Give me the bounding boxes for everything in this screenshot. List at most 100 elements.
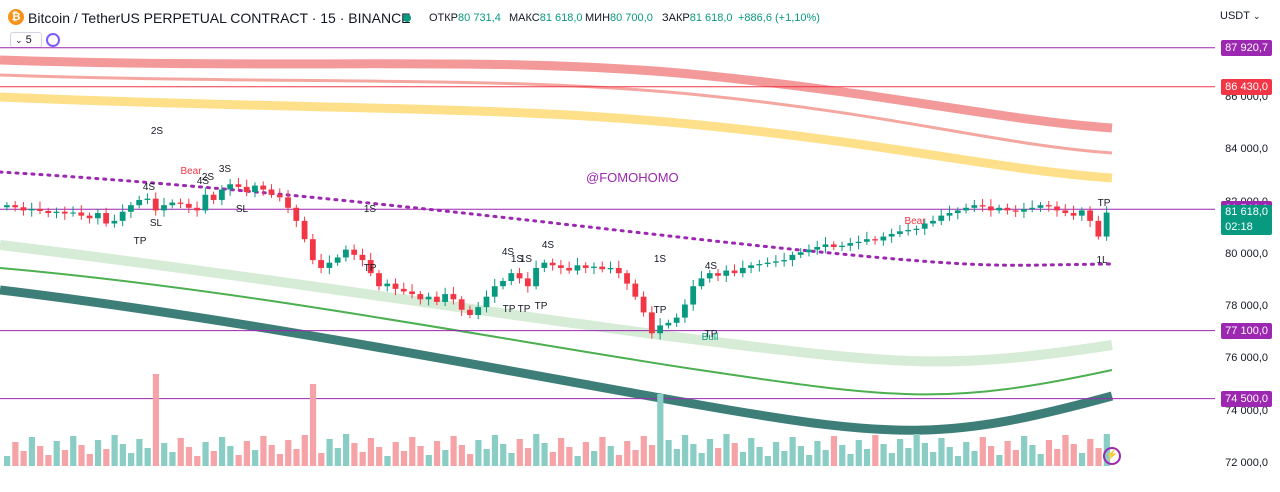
signal-label-4s: 4S xyxy=(705,261,718,272)
candle-body xyxy=(665,322,672,326)
volume-bar xyxy=(822,450,829,466)
candle-body xyxy=(252,185,258,193)
ohlc-open: ОТКР80 731,4 xyxy=(429,12,501,24)
candle-body xyxy=(210,194,217,200)
ma-band-lightgreen xyxy=(0,240,1113,367)
candle-body xyxy=(425,296,432,300)
candle-body xyxy=(301,220,308,240)
volume-bar xyxy=(971,451,978,466)
candle-body xyxy=(615,267,622,274)
symbol-title[interactable]: Bitcoin / TetherUS PERPETUAL CONTRACT · … xyxy=(28,10,411,26)
volume-bar xyxy=(789,437,796,466)
signal-label-2s: 2S xyxy=(151,126,164,137)
volume-bar xyxy=(839,445,846,466)
ohlc-close: ЗАКР81 618,0 xyxy=(662,12,733,24)
lightning-icon[interactable]: ⚡ xyxy=(1103,447,1121,465)
candle-body xyxy=(1054,206,1060,211)
volume-bar xyxy=(905,448,912,466)
currency-selector[interactable]: USDT ⌄ xyxy=(1220,10,1261,22)
candle-body xyxy=(483,296,490,308)
signal-label-bear: Bear xyxy=(180,166,202,177)
candle-body xyxy=(789,254,796,261)
volume-bar xyxy=(359,452,366,466)
volume-bar xyxy=(318,453,325,466)
refresh-icon[interactable] xyxy=(46,33,60,47)
signal-label-4s: 4S xyxy=(542,240,555,251)
volume-bar xyxy=(111,435,118,466)
volume-bar xyxy=(558,438,565,466)
volume-bar xyxy=(384,456,391,466)
candle-body xyxy=(1062,210,1069,214)
ohlc-change: +886,6 (+1,10%) xyxy=(738,12,820,24)
y-tick-label: 78 000,0 xyxy=(1225,300,1268,313)
candle-body xyxy=(1095,220,1102,237)
candle-body xyxy=(433,296,440,302)
level-price-label: 77 100,0 xyxy=(1221,322,1272,339)
candle-body xyxy=(343,249,349,258)
candle-body xyxy=(1103,212,1110,237)
candle-body xyxy=(979,205,986,207)
volume-bar xyxy=(119,444,126,466)
chevron-down-icon: ⌄ xyxy=(1252,11,1261,21)
candle-body xyxy=(863,239,870,242)
candle-body xyxy=(351,249,358,255)
volume-bar xyxy=(70,436,77,466)
candle-body xyxy=(376,273,382,287)
ma-band-yellow xyxy=(0,92,1113,183)
volume-bar xyxy=(235,455,242,466)
candle-body xyxy=(309,239,316,261)
volume-bar xyxy=(400,451,408,466)
candle-body xyxy=(880,236,887,241)
candle-body xyxy=(715,273,721,276)
signal-label-tp: TP xyxy=(503,304,516,315)
volume-bar xyxy=(260,436,267,466)
last-price-label: 81 618,0 02:18 xyxy=(1221,204,1272,235)
volume-bar xyxy=(475,440,482,466)
candle-body xyxy=(632,283,639,297)
candle-body xyxy=(144,198,151,200)
candle-body xyxy=(930,220,936,224)
volume-bar xyxy=(103,449,110,466)
volume-bar xyxy=(1070,444,1077,466)
candle-body xyxy=(86,215,93,219)
candle-body xyxy=(152,198,159,211)
candle-body xyxy=(53,211,60,214)
y-tick-label: 80 000,0 xyxy=(1225,247,1268,260)
volume-bar xyxy=(533,434,540,466)
candle-body xyxy=(1037,205,1044,208)
candle-body xyxy=(268,189,275,195)
volume-bar xyxy=(276,454,284,466)
candle-body xyxy=(37,208,43,211)
volume-bar xyxy=(1054,449,1061,466)
ma-line-green xyxy=(0,267,1113,396)
volume-bar xyxy=(177,438,184,466)
candle-body xyxy=(227,184,234,190)
volume-bar xyxy=(541,443,548,466)
candle-body xyxy=(235,184,242,187)
signal-label-tp: TP xyxy=(134,236,147,247)
candle-body xyxy=(128,205,134,212)
candle-body xyxy=(739,267,746,274)
volume-bar xyxy=(954,456,962,466)
candle-body xyxy=(591,266,597,268)
volume-bar xyxy=(152,374,160,466)
candle-body xyxy=(1029,207,1036,210)
volume-bar xyxy=(599,437,606,466)
volume-bar xyxy=(806,455,813,466)
volume-bar xyxy=(20,451,27,466)
candle-body xyxy=(367,260,374,274)
volume-bar xyxy=(963,442,970,466)
candle-body xyxy=(814,247,821,250)
chart-header: ₿ Bitcoin / TetherUS PERPETUAL CONTRACT … xyxy=(0,0,1280,34)
volume-bar xyxy=(467,454,474,466)
volume-bar xyxy=(450,436,457,466)
volume-bar xyxy=(268,445,275,466)
watermark-text: @FOMOHOMO xyxy=(586,170,679,185)
candle-body xyxy=(781,260,788,262)
signal-label-tp: TP xyxy=(705,329,718,340)
candle-body xyxy=(202,194,209,211)
volume-bar xyxy=(483,449,490,466)
volume-bar xyxy=(632,450,639,466)
volume-bar xyxy=(12,442,19,466)
